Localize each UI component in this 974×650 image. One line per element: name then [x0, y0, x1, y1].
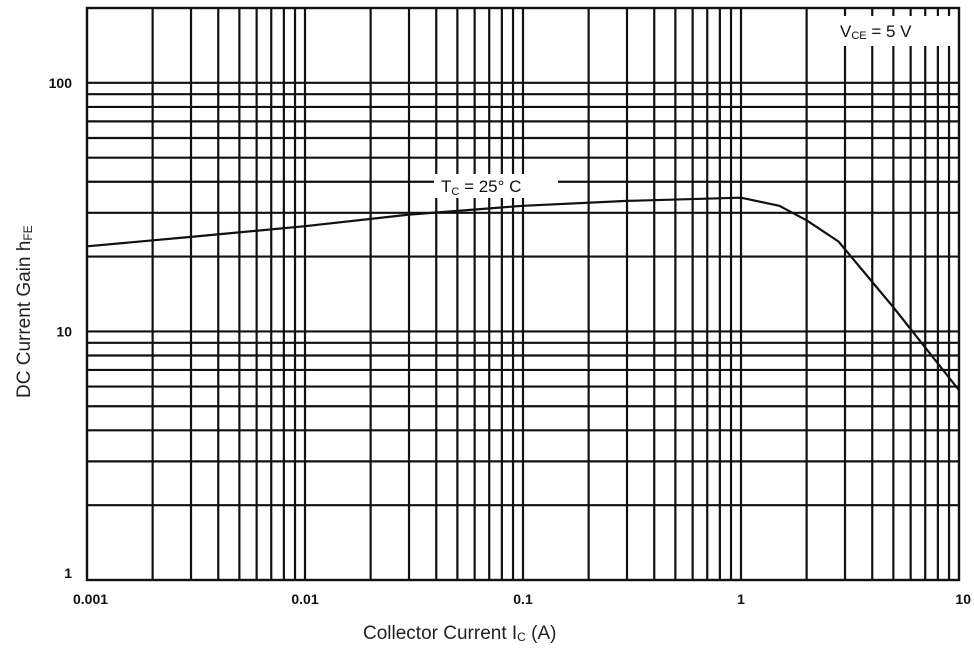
series-label-rest: = 25° C	[459, 177, 521, 196]
tick-labels: 0.001 0.01 0.1 1 10 1 10 100	[49, 75, 972, 607]
y-axis-title-sub: FE	[21, 225, 35, 240]
y-tick-label: 10	[56, 323, 72, 339]
series-line-tc-25	[86, 196, 960, 391]
x-tick-label: 0.01	[291, 591, 318, 607]
x-tick-label: 0.001	[73, 591, 108, 607]
x-axis-title-main: Collector Current I	[363, 623, 517, 644]
series-label-main: T	[441, 177, 451, 196]
vce-main: V	[840, 22, 852, 41]
x-tick-label: 1	[737, 591, 745, 607]
y-axis-title: DC Current Gain hFE	[14, 225, 35, 398]
plot-frame	[85, 6, 961, 582]
x-tick-label: 10	[955, 591, 971, 607]
vce-annotation: VCE = 5 V	[833, 16, 957, 46]
svg-text:VCE = 5 V: VCE = 5 V	[840, 22, 912, 42]
series-label-sub: C	[451, 186, 459, 198]
x-axis-title: Collector Current IC (A)	[363, 623, 556, 644]
y-tick-label: 100	[49, 75, 73, 91]
y-tick-label: 1	[64, 565, 72, 581]
vce-sub: CE	[851, 30, 866, 42]
svg-text:TC = 25° C: TC = 25° C	[441, 177, 521, 198]
y-axis-title-main: DC Current Gain h	[14, 241, 35, 398]
x-axis-title-unit: (A)	[526, 623, 557, 644]
vce-rest: = 5 V	[867, 22, 913, 41]
x-tick-label: 0.1	[513, 591, 533, 607]
grid	[87, 8, 959, 580]
x-axis-title-sub: C	[517, 630, 526, 644]
series-label-tc: TC = 25° C	[434, 174, 558, 198]
